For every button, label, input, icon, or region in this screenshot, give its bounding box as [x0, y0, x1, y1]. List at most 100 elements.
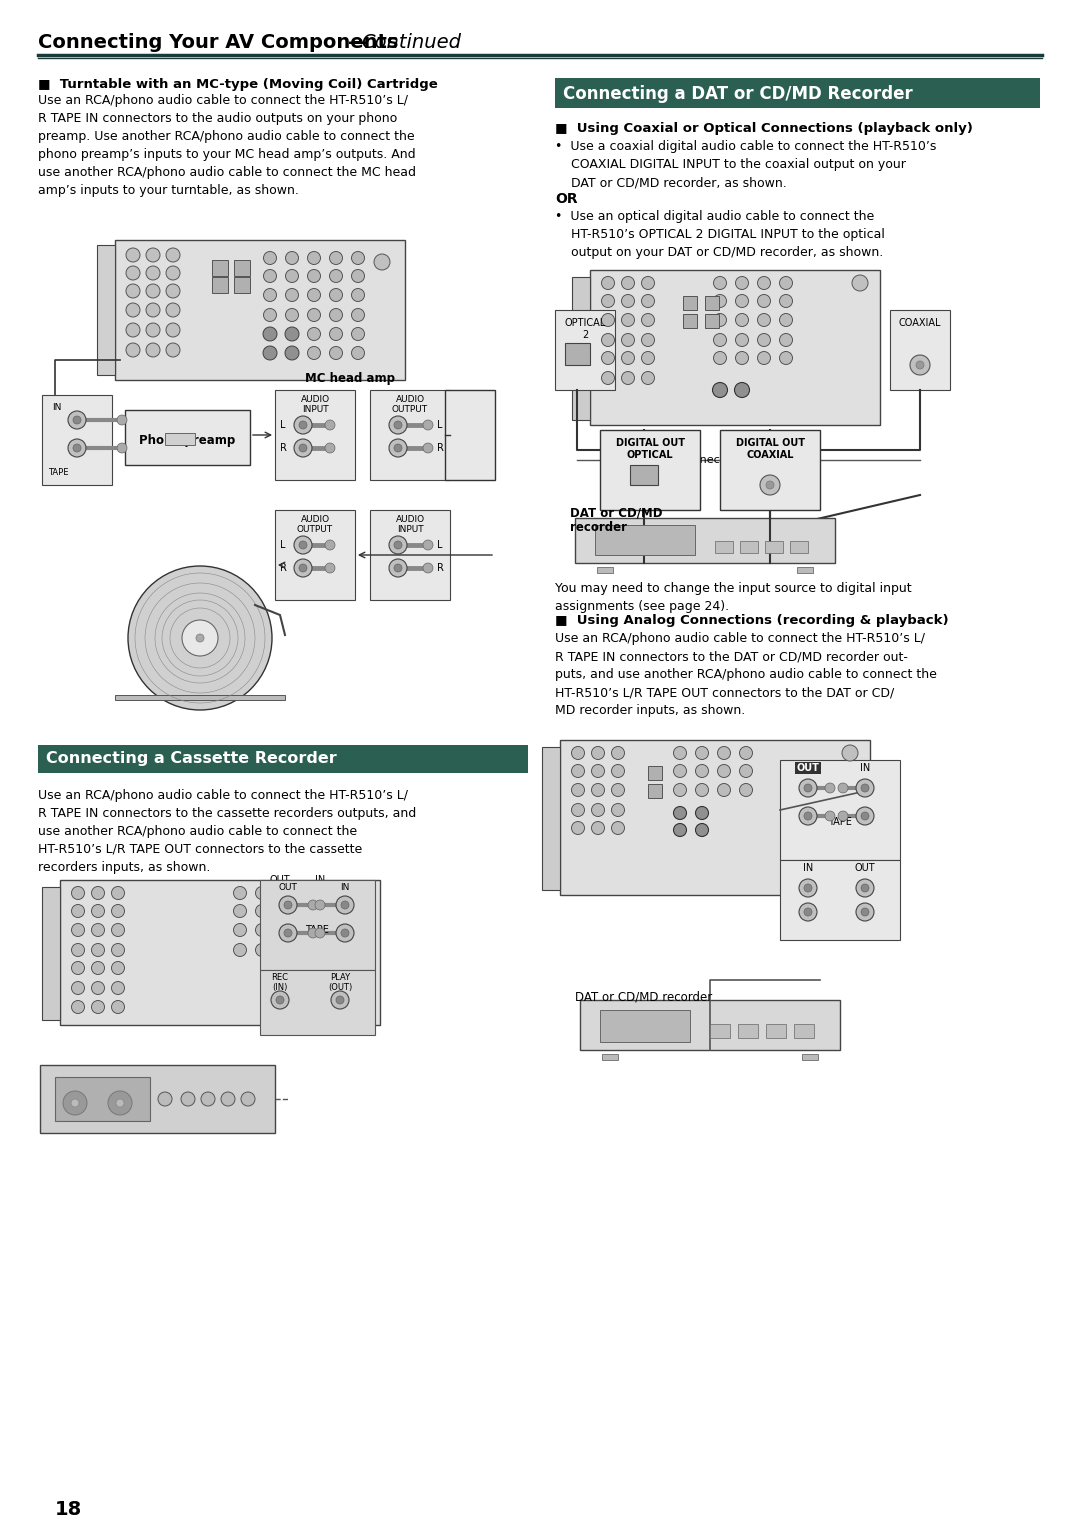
- Circle shape: [389, 438, 407, 457]
- Circle shape: [571, 783, 584, 797]
- Bar: [114, 240, 405, 380]
- Bar: [602, 1054, 618, 1060]
- Bar: [780, 860, 900, 941]
- Text: OUT: OUT: [854, 863, 875, 873]
- Circle shape: [92, 944, 105, 956]
- Circle shape: [861, 884, 869, 892]
- Circle shape: [294, 438, 312, 457]
- Circle shape: [592, 822, 605, 834]
- Circle shape: [264, 347, 276, 359]
- Text: Use an RCA/phono audio cable to connect the HT-R510’s L/
R TAPE IN connectors to: Use an RCA/phono audio cable to connect …: [38, 789, 416, 873]
- Text: L: L: [280, 541, 286, 550]
- Text: IN: IN: [340, 883, 350, 892]
- Circle shape: [602, 313, 615, 327]
- Circle shape: [279, 924, 297, 942]
- Bar: [60, 880, 380, 1025]
- Circle shape: [804, 812, 812, 820]
- Circle shape: [717, 783, 730, 797]
- Circle shape: [642, 371, 654, 385]
- Circle shape: [126, 302, 140, 318]
- Text: •  Use a coaxial digital audio cable to connect the HT-R510’s
    COAXIAL DIGITA: • Use a coaxial digital audio cable to c…: [555, 140, 936, 189]
- Circle shape: [181, 1092, 195, 1106]
- Circle shape: [799, 902, 816, 921]
- Text: L: L: [280, 420, 286, 431]
- Circle shape: [117, 415, 127, 425]
- Circle shape: [916, 360, 924, 370]
- Circle shape: [341, 901, 349, 909]
- Circle shape: [264, 308, 276, 322]
- Circle shape: [394, 444, 402, 452]
- Bar: [738, 1025, 758, 1038]
- Circle shape: [602, 333, 615, 347]
- Circle shape: [714, 276, 727, 290]
- Circle shape: [696, 765, 708, 777]
- Circle shape: [285, 327, 298, 341]
- Circle shape: [713, 382, 728, 397]
- Bar: [275, 389, 355, 479]
- Circle shape: [394, 541, 402, 550]
- Circle shape: [73, 444, 81, 452]
- Circle shape: [734, 382, 750, 397]
- Circle shape: [325, 420, 335, 431]
- Circle shape: [571, 822, 584, 834]
- Circle shape: [856, 880, 874, 896]
- Circle shape: [108, 1090, 132, 1115]
- Bar: [542, 747, 561, 890]
- Circle shape: [856, 902, 874, 921]
- Circle shape: [856, 806, 874, 825]
- Bar: [794, 1025, 814, 1038]
- Text: ■  Turntable with an MC-type (Moving Coil) Cartridge: ■ Turntable with an MC-type (Moving Coil…: [38, 78, 437, 92]
- Circle shape: [611, 747, 624, 759]
- Bar: [600, 1009, 690, 1041]
- Circle shape: [299, 563, 307, 573]
- Circle shape: [315, 928, 325, 938]
- Text: IN: IN: [315, 875, 325, 886]
- Circle shape: [674, 783, 687, 797]
- Bar: [555, 78, 1040, 108]
- Circle shape: [256, 924, 269, 936]
- Text: Connect one or the other: Connect one or the other: [678, 455, 819, 466]
- Bar: [125, 411, 249, 466]
- Circle shape: [146, 247, 160, 263]
- Circle shape: [592, 765, 605, 777]
- Circle shape: [166, 247, 180, 263]
- Circle shape: [842, 745, 858, 760]
- Circle shape: [394, 421, 402, 429]
- Circle shape: [757, 313, 770, 327]
- Circle shape: [166, 324, 180, 337]
- Circle shape: [285, 327, 299, 341]
- Bar: [766, 1025, 786, 1038]
- Bar: [648, 783, 662, 799]
- Circle shape: [838, 783, 848, 793]
- Bar: [212, 276, 228, 293]
- Circle shape: [284, 901, 292, 909]
- Text: R: R: [436, 563, 444, 573]
- Circle shape: [126, 247, 140, 263]
- Text: DIGITAL OUT
OPTICAL: DIGITAL OUT OPTICAL: [616, 438, 685, 460]
- Circle shape: [735, 313, 748, 327]
- Circle shape: [351, 252, 365, 264]
- Circle shape: [735, 351, 748, 365]
- Text: Use an RCA/phono audio cable to connect the HT-R510’s L/
R TAPE IN connectors to: Use an RCA/phono audio cable to connect …: [38, 95, 416, 197]
- Circle shape: [714, 351, 727, 365]
- Text: MC head amp: MC head amp: [305, 373, 395, 385]
- Text: recorder: recorder: [570, 521, 627, 534]
- Text: You may need to change the input source to digital input
assignments (see page 2: You may need to change the input source …: [555, 582, 912, 612]
- Text: IN: IN: [802, 863, 813, 873]
- Circle shape: [233, 887, 246, 899]
- Circle shape: [278, 944, 291, 956]
- Circle shape: [714, 333, 727, 347]
- Circle shape: [799, 779, 816, 797]
- Bar: [97, 244, 114, 376]
- Circle shape: [621, 351, 635, 365]
- Bar: [740, 541, 758, 553]
- Text: R: R: [436, 443, 444, 454]
- Bar: [797, 567, 813, 573]
- Circle shape: [766, 481, 774, 489]
- Bar: [260, 970, 375, 1035]
- Circle shape: [592, 747, 605, 759]
- Bar: [590, 270, 880, 425]
- Circle shape: [602, 276, 615, 290]
- Circle shape: [592, 783, 605, 797]
- Bar: [715, 541, 733, 553]
